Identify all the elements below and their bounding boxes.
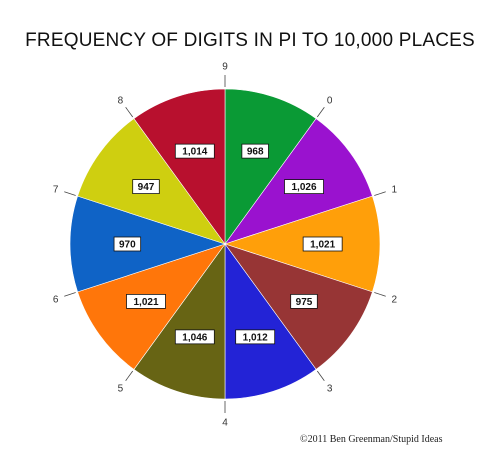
- pie-slice-5: [133, 243, 226, 400]
- slice-tick-5: [125, 370, 134, 381]
- value-label-1: 1,026: [291, 182, 316, 193]
- value-box-5: [174, 329, 215, 345]
- value-box-3: [290, 293, 318, 309]
- slice-tick-6: [64, 292, 76, 297]
- digit-label-0: 0: [327, 95, 333, 106]
- digit-label-2: 2: [392, 295, 398, 306]
- value-box-0: [241, 143, 269, 159]
- pie-slice-7: [69, 195, 226, 293]
- value-label-3: 975: [296, 297, 313, 308]
- value-box-6: [126, 293, 166, 309]
- value-label-2: 1,021: [310, 240, 335, 251]
- digit-label-3: 3: [327, 384, 333, 395]
- slice-tick-1: [374, 191, 386, 196]
- pie-slice-4: [224, 243, 317, 400]
- value-box-9: [174, 143, 215, 159]
- digit-label-4: 4: [222, 418, 228, 429]
- digit-label-9: 9: [222, 62, 228, 73]
- value-label-6: 1,021: [133, 297, 158, 308]
- chart-title: FREQUENCY OF DIGITS IN PI TO 10,000 PLAC…: [25, 30, 475, 51]
- digit-label-8: 8: [118, 95, 124, 106]
- value-label-9: 1,014: [182, 147, 207, 158]
- value-box-8: [132, 179, 160, 195]
- pie-slice-0: [224, 88, 317, 245]
- value-label-8: 947: [138, 182, 155, 193]
- slice-tick-3: [316, 370, 325, 381]
- digit-label-7: 7: [53, 184, 59, 195]
- value-label-5: 1,046: [182, 332, 207, 343]
- value-label-7: 970: [119, 240, 136, 251]
- digit-label-6: 6: [53, 295, 59, 306]
- slice-tick-7: [64, 191, 76, 196]
- value-label-4: 1,012: [243, 332, 268, 343]
- value-box-7: [113, 236, 142, 252]
- digit-label-1: 1: [392, 184, 398, 195]
- slice-tick-2: [374, 292, 386, 297]
- digit-label-5: 5: [118, 384, 124, 395]
- value-label-0: 968: [247, 147, 264, 158]
- value-box-2: [302, 236, 343, 252]
- value-box-1: [284, 179, 324, 195]
- copyright-credit: ©2011 Ben Greenman/Stupid Ideas: [300, 434, 443, 445]
- pie-slice-2: [224, 195, 381, 293]
- pie-slice-9: [133, 88, 226, 245]
- value-box-4: [235, 329, 276, 345]
- slice-tick-8: [125, 107, 134, 118]
- slice-tick-0: [316, 107, 325, 118]
